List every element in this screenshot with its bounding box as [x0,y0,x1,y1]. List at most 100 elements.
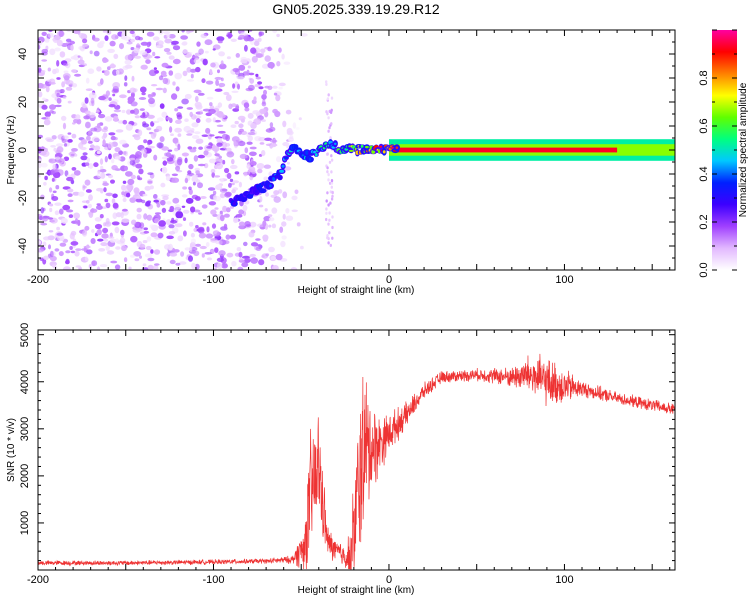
noise-blob [137,129,143,137]
noise-blob [144,253,153,258]
noise-blob [43,119,51,126]
noise-blob [246,36,255,42]
noise-blob [214,76,223,80]
noise-blob [238,34,246,40]
spec-ytick-label: 0 [17,147,29,153]
noise-blob [62,62,69,67]
noise-blob [136,213,142,220]
noise-blob [56,97,62,104]
noise-blob [268,171,273,177]
noise-blob [123,36,131,41]
noise-blob [226,31,233,38]
noise-blob [186,130,195,134]
noise-blob [105,90,110,97]
noise-blob [84,225,90,231]
noise-blob [282,120,287,128]
noise-blob [43,181,47,186]
spec-xlabel: Height of straight line (km) [298,285,415,296]
noise-blob [258,31,265,36]
noise-blob [201,134,209,137]
noise-blob [202,108,211,112]
noise-blob [58,30,64,37]
noise-blob [176,114,183,120]
noise-streak-blob [327,222,330,226]
snr-ytick-label: 2000 [19,464,31,488]
noise-blob [93,162,99,168]
noise-blob [130,47,135,51]
noise-blob [298,117,302,121]
noise-blob [210,62,216,68]
noise-blob [204,50,209,54]
noise-blob [68,214,74,219]
noise-blob [224,167,230,174]
noise-blob [235,214,243,218]
noise-blob [195,170,200,175]
noise-blob [41,104,48,110]
noise-blob [124,171,133,177]
signal-blob-core [334,142,337,145]
noise-blob [153,199,159,203]
noise-blob [47,67,51,72]
noise-blob [259,195,263,203]
noise-blob [48,30,53,33]
noise-blob [184,177,189,184]
noise-blob [147,257,155,262]
noise-blob [217,69,220,74]
noise-blob [290,267,298,270]
noise-blob [134,115,141,119]
noise-blob [243,171,248,177]
noise-blob [181,205,186,208]
noise-blob [162,77,169,85]
noise-streak-blob [328,211,331,215]
noise-blob [258,204,264,208]
noise-blob [75,248,82,252]
noise-blob [38,174,41,178]
noise-blob [104,221,112,227]
noise-blob [282,213,286,220]
noise-blob [49,104,56,110]
signal-blob-core [261,189,264,192]
noise-blob [67,193,73,198]
noise-blob [84,110,91,115]
noise-blob [154,263,160,266]
noise-streak-blob [328,231,331,235]
noise-blob [253,96,257,102]
noise-blob [248,166,256,172]
noise-blob [197,227,205,234]
noise-streak-blob [328,160,332,164]
noise-blob [244,107,250,112]
noise-blob [191,122,199,128]
noise-blob [185,197,194,204]
noise-blob [268,217,275,222]
noise-blob [259,108,267,114]
noise-blob [94,223,103,230]
noise-blob [186,79,195,82]
noise-blob [127,96,135,103]
noise-blob [197,92,205,96]
noise-blob [231,189,236,194]
noise-blob [153,67,157,70]
noise-blob [49,187,53,193]
noise-blob [199,110,203,115]
noise-blob [171,93,178,100]
noise-blob [220,60,224,66]
noise-blob [121,109,126,114]
noise-blob [134,55,142,59]
noise-blob [104,116,113,122]
signal-blob-core [315,153,318,157]
noise-blob [70,250,76,254]
snr-frame [37,329,676,571]
noise-blob [138,97,147,100]
snr-ytick-label: 1000 [19,511,31,535]
noise-blob [86,157,91,163]
noise-blob [99,214,104,219]
noise-blob [154,217,160,224]
noise-blob [87,140,93,144]
noise-blob [93,50,100,57]
noise-blob [189,221,194,227]
noise-blob [133,47,140,54]
noise-blob [237,115,246,121]
noise-blob [88,163,94,169]
noise-blob [268,224,272,228]
noise-blob [66,209,74,213]
